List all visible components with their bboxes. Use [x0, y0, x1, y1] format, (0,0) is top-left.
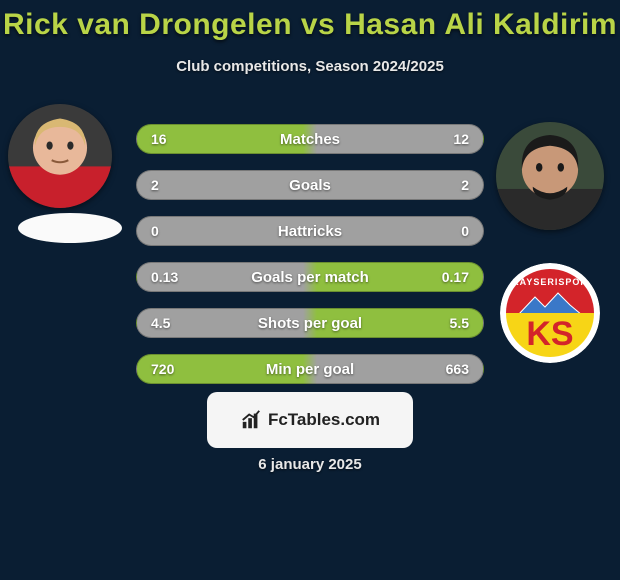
stat-row: 16Matches12 — [136, 124, 484, 154]
stat-row: 0Hattricks0 — [136, 216, 484, 246]
stat-label: Min per goal — [191, 361, 429, 378]
comparison-card: Rick van Drongelen vs Hasan Ali Kaldirim… — [0, 0, 620, 580]
club-right-badge: KAYSERISPOR KS — [500, 263, 600, 363]
stat-label: Goals — [191, 177, 429, 194]
stat-row: 720Min per goal663 — [136, 354, 484, 384]
stat-row: 2Goals2 — [136, 170, 484, 200]
stat-left-value: 0 — [151, 223, 191, 239]
stat-left-value: 16 — [151, 131, 191, 147]
player-left-avatar — [8, 104, 112, 208]
stat-left-value: 0.13 — [151, 269, 191, 285]
club-left-badge — [18, 213, 122, 243]
footer-attribution: FcTables.com — [207, 392, 413, 448]
player-right-avatar — [496, 122, 604, 230]
page-title: Rick van Drongelen vs Hasan Ali Kaldirim — [0, 0, 620, 42]
subtitle: Club competitions, Season 2024/2025 — [0, 58, 620, 75]
stat-right-value: 663 — [429, 361, 469, 377]
stat-left-value: 2 — [151, 177, 191, 193]
stat-right-value: 0.17 — [429, 269, 469, 285]
stat-label: Matches — [191, 131, 429, 148]
stat-right-value: 5.5 — [429, 315, 469, 331]
svg-text:KAYSERISPOR: KAYSERISPOR — [512, 277, 588, 287]
stats-list: 16Matches12 2Goals2 0Hattricks0 0.13Goals p… — [136, 124, 484, 400]
stat-row: 4.5Shots per goal5.5 — [136, 308, 484, 338]
svg-text:KS: KS — [526, 315, 573, 353]
stat-left-value: 4.5 — [151, 315, 191, 331]
stat-label: Shots per goal — [191, 315, 429, 332]
stat-row: 0.13Goals per match0.17 — [136, 262, 484, 292]
stat-label: Hattricks — [191, 223, 429, 240]
date-label: 6 january 2025 — [0, 456, 620, 473]
stat-right-value: 0 — [429, 223, 469, 239]
stat-right-value: 12 — [429, 131, 469, 147]
stat-right-value: 2 — [429, 177, 469, 193]
chart-icon — [240, 409, 262, 431]
stat-left-value: 720 — [151, 361, 191, 377]
footer-text: FcTables.com — [268, 410, 380, 430]
stat-label: Goals per match — [191, 269, 429, 286]
